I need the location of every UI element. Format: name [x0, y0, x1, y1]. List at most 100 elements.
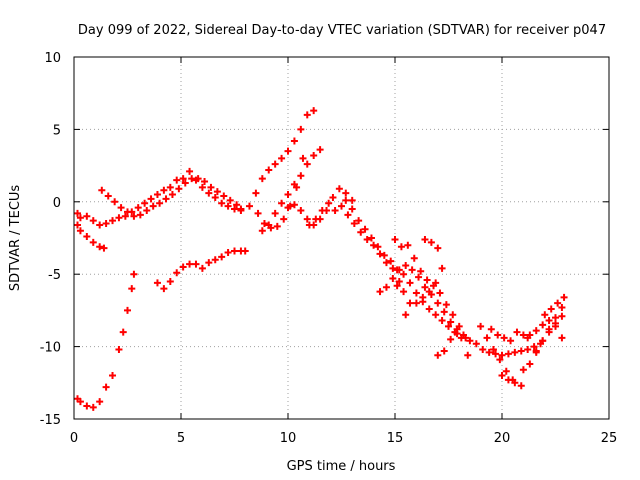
data-point [115, 214, 123, 222]
data-point [370, 241, 378, 249]
data-point [331, 206, 339, 214]
data-point [271, 209, 279, 217]
data-point [376, 288, 384, 296]
data-point [406, 299, 414, 307]
data-point [432, 311, 440, 319]
data-point [517, 382, 525, 390]
data-point [459, 331, 467, 339]
data-point [98, 186, 106, 194]
y-tick-label: 10 [44, 51, 61, 66]
data-point [130, 212, 138, 220]
series-arc-19 [487, 325, 532, 345]
data-point [175, 185, 183, 193]
data-point [102, 383, 110, 391]
data-point [389, 275, 397, 283]
data-point [504, 350, 512, 358]
data-point [231, 205, 238, 213]
data-point [519, 331, 527, 339]
data-point [181, 179, 189, 187]
data-point [338, 202, 345, 210]
data-point [76, 214, 84, 222]
data-point [115, 345, 123, 353]
data-point [376, 250, 384, 258]
data-point [412, 299, 420, 307]
data-point [558, 312, 566, 320]
data-point [348, 205, 356, 213]
series-arc-10 [284, 185, 356, 229]
data-point [391, 235, 399, 243]
x-tick-label: 0 [70, 431, 78, 446]
data-point [96, 398, 104, 406]
data-point [83, 212, 91, 220]
data-point [423, 276, 431, 284]
data-point [162, 195, 170, 203]
series-arc-5 [153, 247, 249, 293]
x-tick-label: 15 [387, 431, 404, 446]
data-point [344, 211, 352, 219]
data-point [186, 260, 194, 268]
data-point [539, 321, 547, 329]
data-point [355, 217, 363, 225]
data-point [425, 288, 433, 296]
data-point [100, 244, 108, 252]
data-point [290, 137, 298, 145]
data-point [438, 317, 446, 325]
data-point [440, 347, 448, 355]
data-point [415, 273, 423, 281]
data-point [265, 221, 273, 229]
data-point [348, 196, 356, 204]
data-point [541, 311, 549, 319]
data-point [128, 285, 136, 293]
data-point [83, 233, 91, 241]
data-point [284, 191, 292, 199]
data-point [213, 188, 221, 196]
data-point [421, 283, 429, 291]
data-point [350, 220, 358, 228]
data-point [395, 266, 403, 274]
data-point [380, 251, 388, 259]
y-tick-label: -10 [40, 341, 61, 356]
data-point [500, 334, 508, 342]
data-point [342, 196, 350, 204]
data-point [382, 283, 390, 291]
data-point [558, 304, 566, 312]
data-point [466, 337, 474, 345]
data-point [494, 331, 502, 339]
data-point [374, 243, 382, 251]
data-point [395, 277, 403, 285]
data-point [284, 147, 292, 155]
data-point [404, 241, 412, 249]
data-point [153, 279, 161, 287]
data-point [192, 176, 200, 184]
data-point [316, 146, 324, 154]
data-point [237, 206, 245, 214]
data-point [547, 305, 555, 313]
y-tick-label: 0 [53, 196, 61, 211]
data-point [252, 189, 260, 197]
data-point [104, 192, 112, 200]
data-point [218, 199, 226, 207]
data-point [168, 191, 176, 199]
data-point [421, 235, 429, 243]
data-point [111, 198, 119, 206]
data-point [406, 279, 414, 287]
data-point [539, 337, 547, 345]
data-point [207, 183, 215, 191]
data-point [297, 125, 305, 133]
data-point [109, 372, 117, 380]
data-point [201, 178, 209, 186]
data-point [487, 325, 495, 333]
data-point [241, 247, 249, 255]
data-point [434, 351, 442, 359]
data-point [558, 334, 566, 342]
data-point [186, 167, 194, 175]
series-arc-22 [526, 317, 566, 342]
data-point [526, 331, 534, 339]
series-arc-8 [254, 154, 307, 232]
data-point [530, 343, 538, 351]
data-point [245, 202, 253, 210]
data-point [166, 277, 174, 285]
data-point [455, 322, 463, 330]
data-point [188, 175, 196, 183]
data-point [89, 403, 97, 411]
